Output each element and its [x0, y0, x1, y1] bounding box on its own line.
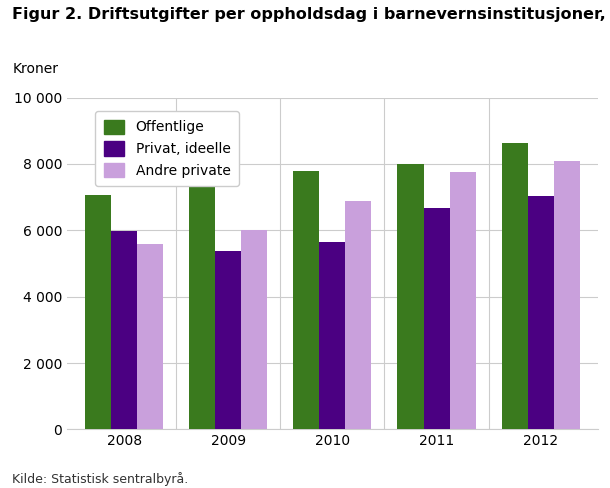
Bar: [293, 171, 320, 429]
Bar: [85, 196, 111, 429]
Bar: [398, 164, 423, 429]
Bar: [501, 143, 528, 429]
Bar: [320, 242, 345, 429]
Legend: Offentlige, Privat, ideelle, Andre private: Offentlige, Privat, ideelle, Andre priva…: [95, 111, 239, 186]
Bar: [345, 202, 371, 429]
Bar: [111, 231, 137, 429]
Bar: [242, 230, 267, 429]
Text: Kroner: Kroner: [12, 61, 58, 76]
Text: Figur 2. Driftsutgifter per oppholdsdag i barnevernsinstitusjoner, etter eierska: Figur 2. Driftsutgifter per oppholdsdag …: [12, 7, 610, 22]
Bar: [215, 251, 242, 429]
Bar: [528, 196, 554, 429]
Bar: [423, 208, 450, 429]
Bar: [554, 162, 580, 429]
Bar: [189, 170, 215, 429]
Text: Kilde: Statistisk sentralbyrå.: Kilde: Statistisk sentralbyrå.: [12, 471, 188, 486]
Bar: [137, 244, 163, 429]
Bar: [450, 172, 476, 429]
